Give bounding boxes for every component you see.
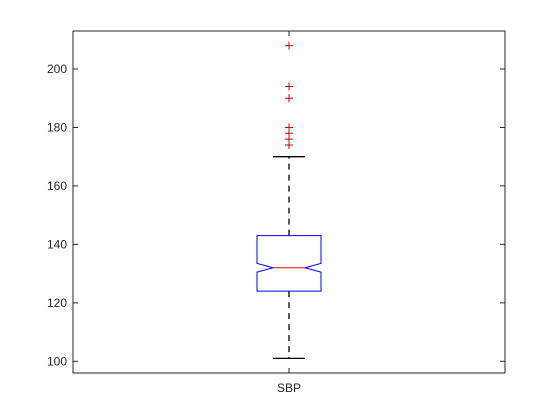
notched-box (256, 235, 322, 292)
y-tick-label: 140 (47, 237, 67, 251)
outlier-marker (285, 82, 293, 91)
x-tick-label: SBP (277, 381, 301, 395)
outlier-marker (285, 41, 293, 50)
y-tick-label: 120 (47, 296, 67, 310)
outlier-marker (285, 123, 293, 132)
y-tick-label: 180 (47, 120, 67, 134)
y-tick-label: 160 (47, 179, 67, 193)
outlier-marker (285, 94, 293, 103)
plot-area: 100 120 140 160 180 200 SBP (47, 30, 506, 395)
y-tick-label: 100 (47, 354, 67, 368)
y-tick-label: 200 (47, 62, 67, 76)
